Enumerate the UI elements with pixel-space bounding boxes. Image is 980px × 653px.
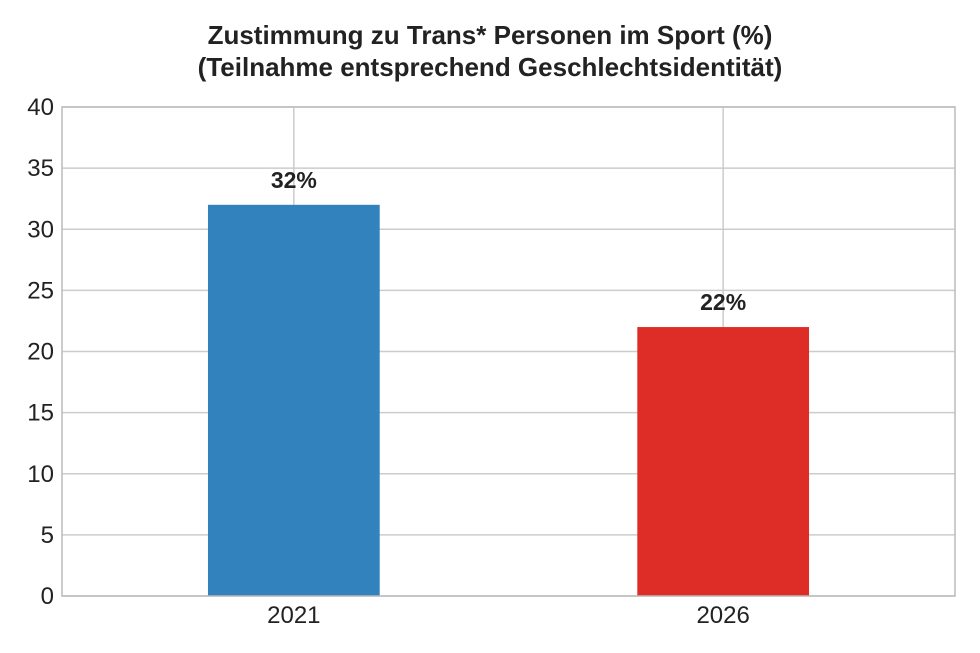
y-tick-label: 30 [27, 216, 54, 243]
y-tick-label: 15 [27, 400, 54, 427]
data-label: 22% [700, 289, 746, 315]
y-tick-label: 5 [41, 522, 54, 549]
y-tick-label: 25 [27, 277, 54, 304]
plot-frame [61, 106, 956, 597]
bar-2026 [637, 327, 810, 596]
x-tick-label: 2026 [696, 602, 749, 629]
data-label: 32% [271, 167, 317, 193]
x-tick-label: 2021 [267, 602, 320, 629]
chart-subtitle: (Teilnahme entsprechend Geschlechtsident… [197, 52, 783, 82]
y-tick-label: 35 [27, 155, 54, 182]
y-tick-label: 40 [27, 94, 54, 121]
bar-2021 [207, 204, 380, 597]
y-tick-label: 10 [27, 461, 54, 488]
y-tick-label: 20 [27, 339, 54, 366]
y-tick-label: 0 [41, 583, 54, 610]
chart-title: Zustimmung zu Trans* Personen im Sport (… [207, 20, 773, 50]
